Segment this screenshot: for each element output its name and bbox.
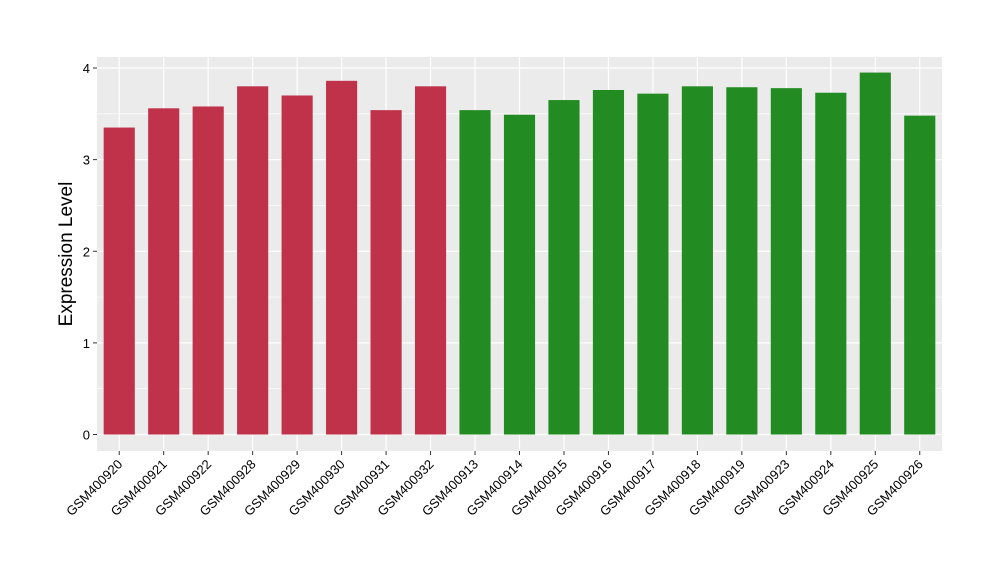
bar-GSM400931	[370, 110, 402, 435]
bar-GSM400921	[148, 108, 180, 435]
bar-GSM400930	[326, 80, 358, 435]
y-tick-label: 1	[83, 336, 90, 351]
y-tick-label: 3	[83, 153, 90, 168]
y-tick-label: 0	[83, 428, 90, 443]
bar-GSM400919	[726, 87, 758, 435]
y-tick-label: 4	[83, 61, 90, 76]
bar-GSM400928	[237, 86, 269, 435]
bar-GSM400922	[192, 106, 224, 435]
x-axis: GSM400920GSM400921GSM400922GSM400928GSM4…	[63, 451, 926, 519]
bar-GSM400926	[904, 115, 936, 435]
bar-GSM400914	[503, 114, 536, 435]
bar-GSM400917	[637, 93, 669, 435]
bar-GSM400925	[859, 72, 891, 435]
bar-GSM400918	[681, 86, 713, 435]
y-axis: 0 1 2 3 4	[83, 61, 97, 443]
y-axis-title: Expression Level	[56, 182, 77, 327]
bar-GSM400923	[770, 88, 802, 435]
bar-GSM400913	[459, 110, 491, 435]
bar-GSM400915	[548, 100, 580, 435]
bar-GSM400924	[815, 92, 847, 435]
bar-GSM400932	[414, 86, 447, 435]
y-tick-label: 2	[83, 244, 90, 259]
bar-GSM400929	[281, 95, 313, 435]
bar-GSM400920	[103, 127, 135, 435]
bars	[103, 72, 936, 435]
bar-GSM400916	[592, 89, 625, 435]
